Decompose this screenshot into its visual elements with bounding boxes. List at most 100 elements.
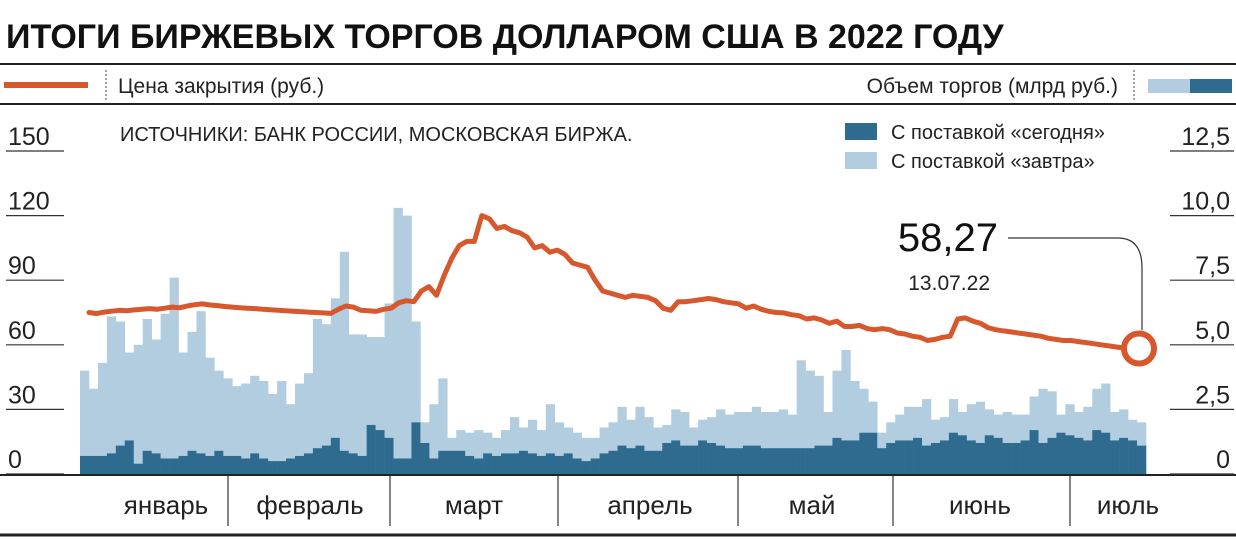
volume-bar-today <box>106 453 117 474</box>
volume-bar-tomorrow <box>698 419 708 441</box>
volume-bar-tomorrow <box>1092 388 1102 431</box>
volume-bar-tomorrow <box>259 380 269 459</box>
volume-bar-today <box>572 458 582 474</box>
volume-bar-today <box>1020 440 1030 474</box>
volume-bar-tomorrow <box>931 419 941 443</box>
volume-bar-tomorrow <box>169 277 179 459</box>
volume-bar-today <box>1074 437 1084 474</box>
volume-bar-tomorrow <box>1029 396 1039 431</box>
volume-bar-today <box>689 445 699 474</box>
volume-bar-today <box>1065 435 1075 474</box>
volume-bar-today <box>250 453 260 474</box>
volume-bar-today <box>796 448 806 474</box>
volume-bar-tomorrow <box>492 437 502 456</box>
volume-bar-tomorrow <box>142 318 152 451</box>
volume-bar-today <box>563 453 573 474</box>
left-axis-tick: 90 <box>8 252 36 280</box>
volume-bar-today <box>868 432 878 474</box>
volume-bar-today <box>178 455 188 474</box>
volume-bar-tomorrow <box>214 370 224 451</box>
month-label: июль <box>1097 490 1159 520</box>
volume-bar-today <box>303 453 314 474</box>
volume-bar-today <box>492 455 502 474</box>
volume-bar-today <box>733 448 744 474</box>
volume-bar-today <box>805 448 815 474</box>
volume-bar-tomorrow <box>1056 414 1066 433</box>
volume-bar-today <box>877 448 887 474</box>
volume-bar-today <box>456 450 466 474</box>
last-price-marker <box>1121 330 1157 367</box>
price-line-group <box>86 213 1142 351</box>
left-axis-tick: 30 <box>8 381 36 409</box>
source-note: ИСТОЧНИКИ: БАНК РОССИИ, МОСКОВСКАЯ БИРЖА… <box>120 124 633 146</box>
volume-bar-tomorrow <box>1011 414 1021 443</box>
volume-bar-tomorrow <box>707 417 717 443</box>
volume-bar-today <box>133 463 144 474</box>
volume-bar-today <box>384 437 394 474</box>
volume-bar-tomorrow <box>751 406 762 446</box>
volume-bar-today <box>97 455 108 474</box>
volume-bar-today <box>832 437 842 474</box>
volume-bar-tomorrow <box>375 337 385 431</box>
volume-bar-today <box>850 440 860 474</box>
volume-bar-today <box>169 458 179 474</box>
volume-bar-tomorrow <box>474 430 484 459</box>
volume-bars <box>80 207 1147 474</box>
volume-bar-today <box>429 458 439 474</box>
volume-bar-tomorrow <box>939 417 950 441</box>
volume-bar-tomorrow <box>223 378 233 456</box>
month-label: май <box>789 490 836 520</box>
volume-bar-tomorrow <box>617 406 627 446</box>
volume-bar-tomorrow <box>438 378 448 451</box>
right-axis: 0 2,5 5,0 7,5 10,0 12,5 <box>1170 123 1234 475</box>
volume-bar-today <box>518 450 529 474</box>
volume-bar-today <box>975 442 986 474</box>
volume-bar-tomorrow <box>922 399 932 446</box>
legend-label-tomorrow: С поставкой «завтра» <box>891 151 1095 173</box>
volume-bar-today <box>895 440 905 474</box>
volume-bar-today <box>366 424 376 474</box>
volume-bar-today <box>662 442 672 474</box>
volume-bar-tomorrow <box>268 393 278 462</box>
volume-bar-tomorrow <box>509 417 520 454</box>
volume-bar-tomorrow <box>527 419 538 454</box>
volume-bar-tomorrow <box>187 331 197 451</box>
volume-bar-tomorrow <box>957 411 968 436</box>
volume-bar-tomorrow <box>680 411 690 446</box>
volume-bar-today <box>671 440 681 474</box>
volume-bar-today <box>590 458 600 474</box>
volume-bar-tomorrow <box>841 349 851 441</box>
volume-bar-tomorrow <box>787 414 797 449</box>
volume-bar-today <box>778 448 788 474</box>
volume-bar-tomorrow <box>1020 414 1030 441</box>
volume-bar-tomorrow <box>966 404 977 441</box>
price-line <box>86 213 1142 351</box>
volume-bar-today <box>438 450 448 474</box>
volume-bar-today <box>966 440 977 474</box>
volume-bar-today <box>465 455 475 474</box>
volume-bar-today <box>1137 445 1147 474</box>
volume-bar-tomorrow <box>769 411 780 449</box>
volume-bar-tomorrow <box>689 427 699 446</box>
volume-bar-tomorrow <box>850 380 860 441</box>
volume-bar-today <box>339 450 350 474</box>
month-label: февраль <box>256 490 363 520</box>
volume-bar-today <box>545 453 556 474</box>
left-axis: 0 30 60 90 120 150 <box>0 123 1236 476</box>
volume-bar-tomorrow <box>1083 406 1093 441</box>
volume-bar-tomorrow <box>733 411 744 449</box>
volume-bar-tomorrow <box>814 375 824 446</box>
volume-bar-tomorrow <box>1065 404 1075 436</box>
volume-bar-tomorrow <box>465 432 475 456</box>
volume-bar-tomorrow <box>80 370 90 456</box>
volume-bar-tomorrow <box>644 417 654 451</box>
volume-bar-today <box>268 461 278 474</box>
volume-bar-today <box>88 455 99 474</box>
volume-bar-tomorrow <box>312 318 323 449</box>
volume-bar-today <box>707 442 717 474</box>
volume-bar-tomorrow <box>447 437 457 451</box>
legend-swatch-tomorrow <box>845 152 877 169</box>
volume-bar-today <box>823 445 833 474</box>
left-axis-tick: 120 <box>8 188 50 216</box>
month-label: январь <box>124 490 208 520</box>
